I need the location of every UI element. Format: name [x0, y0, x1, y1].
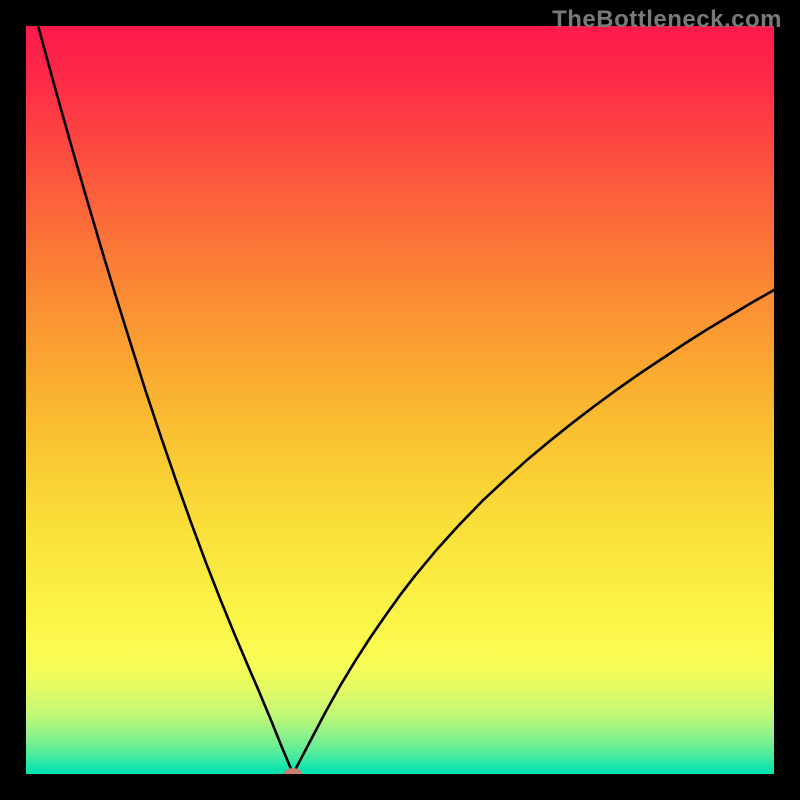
watermark-text: TheBottleneck.com	[552, 6, 782, 34]
plot-background	[26, 26, 774, 774]
chart-container: TheBottleneck.com	[0, 0, 800, 800]
bottleneck-chart	[0, 0, 800, 800]
